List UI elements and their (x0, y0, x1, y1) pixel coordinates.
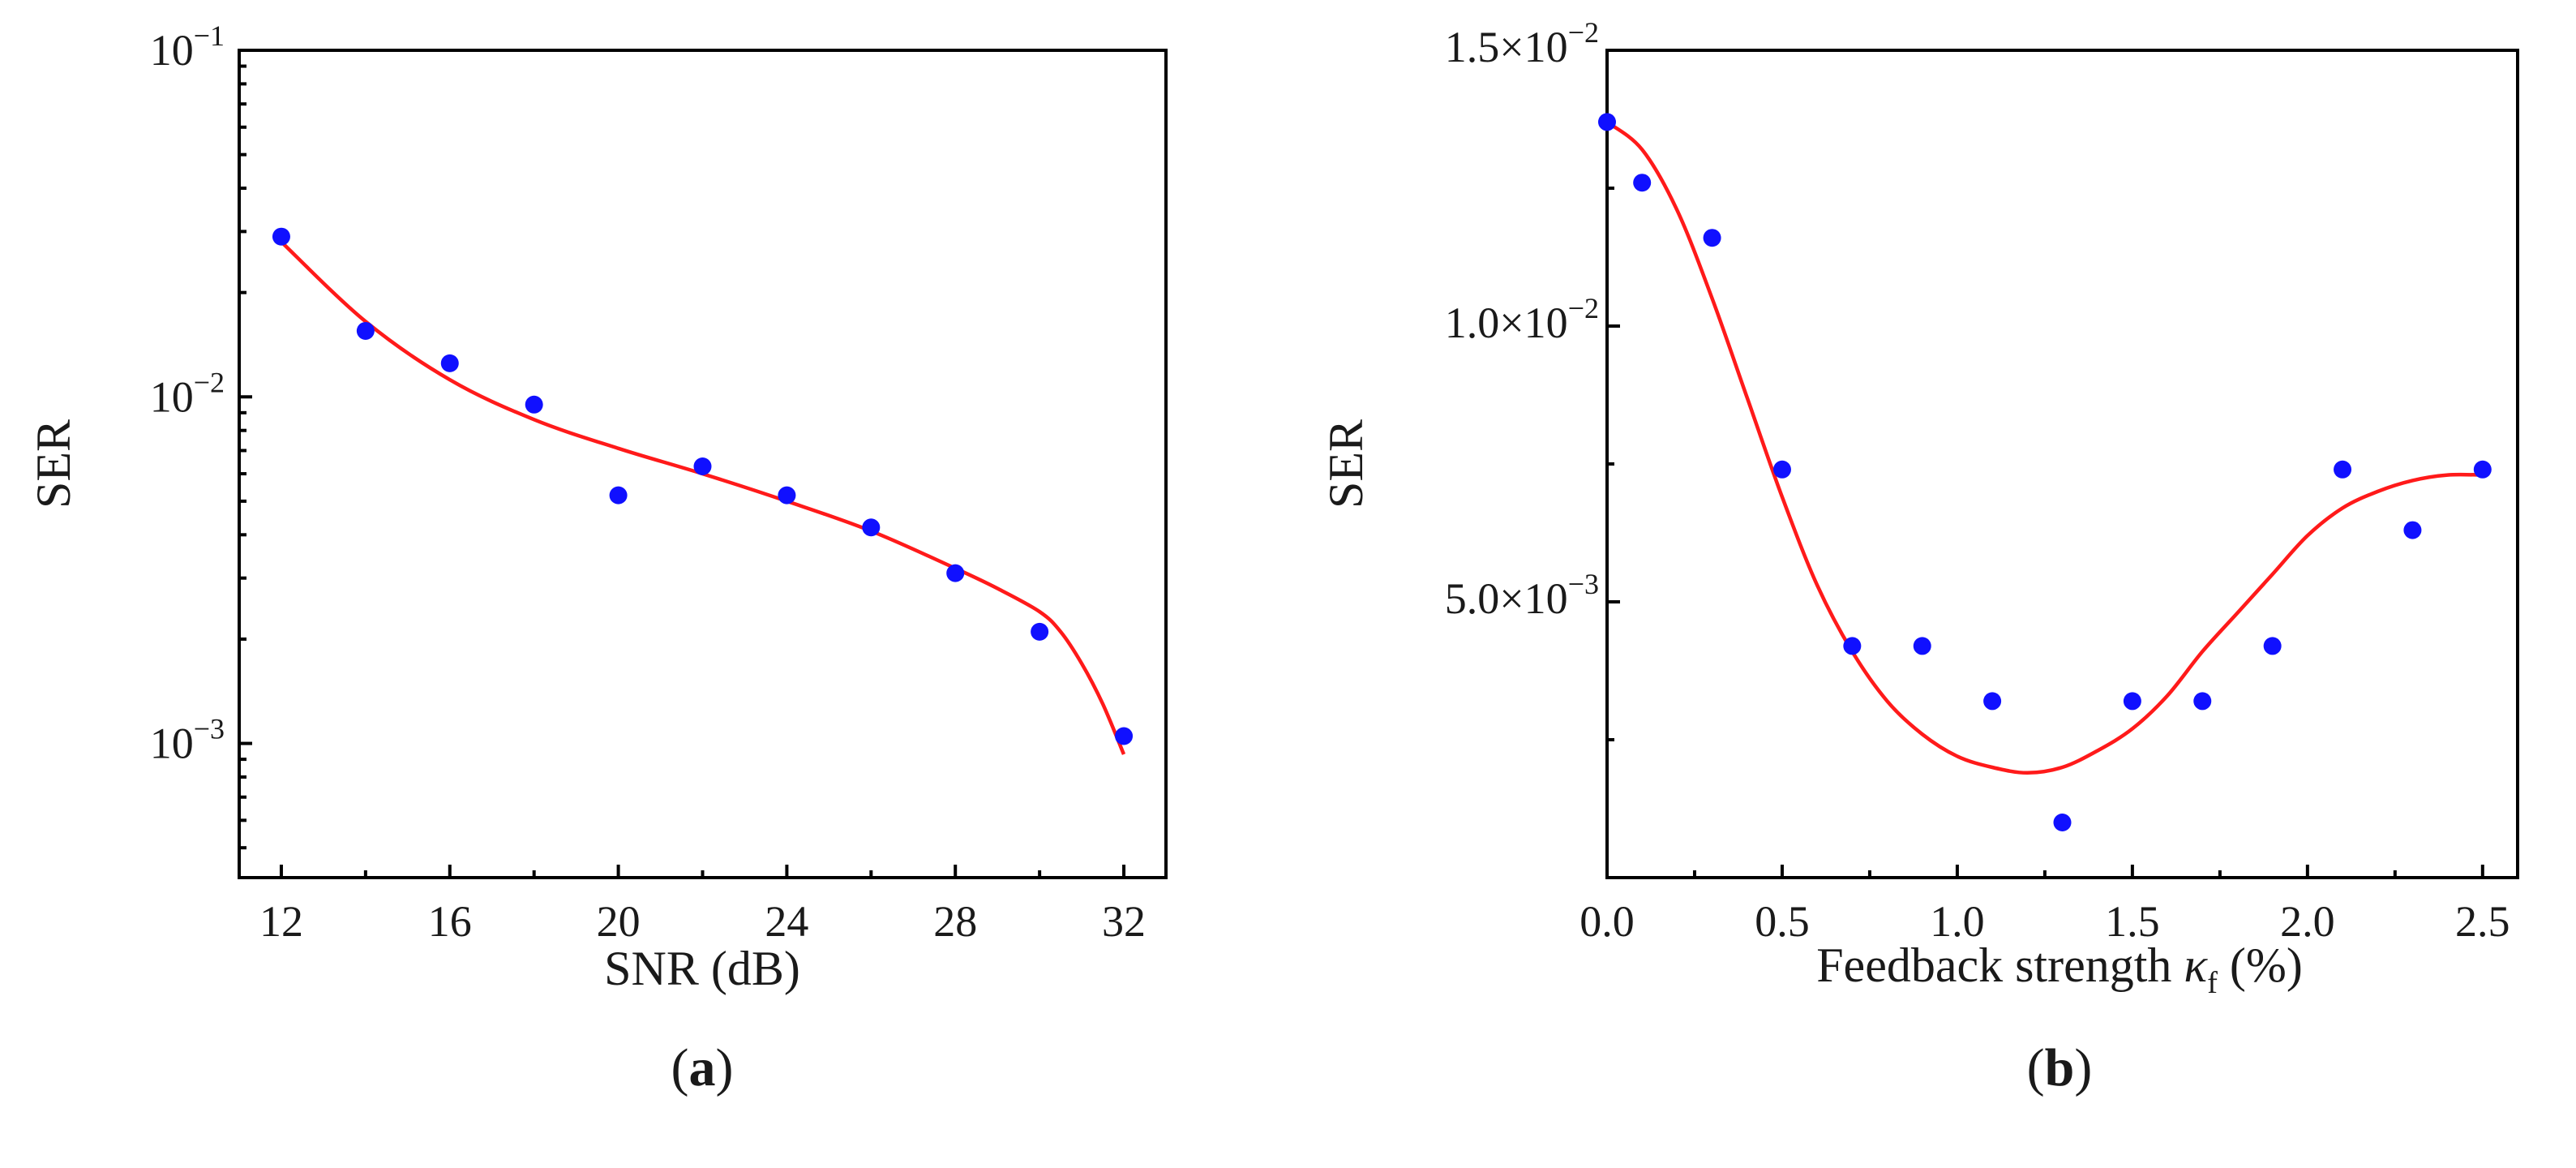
panel-b-data-points (1598, 113, 2492, 831)
x-tick-label: 2.5 (2455, 897, 2510, 946)
panel-a-x-ticks: 12 16 20 24 28 32 (259, 865, 1146, 946)
y-tick-label: 1.0×10−2 (1445, 292, 1599, 347)
data-point (862, 518, 881, 537)
data-point (2263, 637, 2282, 655)
data-point (1772, 460, 1791, 479)
x-tick-label: 0.5 (1755, 897, 1810, 946)
x-tick-label: 24 (765, 897, 808, 946)
panel-b-fit-curve (1605, 120, 2483, 775)
x-tick-label: 28 (933, 897, 977, 946)
x-tick-label: 32 (1102, 897, 1146, 946)
data-point (2334, 460, 2352, 479)
y-tick-label: 5.0×10−3 (1445, 568, 1599, 623)
data-point (778, 486, 796, 505)
panel-b-plot-frame (1605, 49, 2519, 879)
data-point (1115, 727, 1134, 745)
panel-b-y-ticks: 1.5×10−2 1.0×10−2 5.0×10−3 (1445, 16, 1620, 741)
y-tick-label: 10−1 (150, 19, 225, 75)
panel-a: 12 16 20 24 28 32 10−1 10−2 10−3 SNR (dB) SER (… (27, 19, 1168, 1097)
data-point (1633, 174, 1652, 192)
panel-b-x-axis-label: Feedback strength κf (%) (1816, 938, 2303, 1000)
data-point (525, 395, 543, 414)
data-point (1843, 637, 1862, 655)
data-point (693, 457, 712, 476)
data-point (2403, 521, 2422, 539)
data-point (1913, 637, 1931, 655)
x-tick-label: 16 (428, 897, 472, 946)
x-tick-label: 12 (259, 897, 303, 946)
y-tick-label: 10−2 (150, 366, 225, 421)
x-tick-label: 2.0 (2280, 897, 2335, 946)
data-point (2123, 692, 2141, 711)
data-point (1598, 113, 1616, 131)
data-point (2193, 692, 2212, 711)
data-point (609, 486, 628, 505)
data-point (1983, 692, 2002, 711)
panel-a-y-ticks: 10−1 10−2 10−3 (150, 19, 252, 850)
panel-a-caption: (a) (671, 1038, 734, 1097)
panel-a-fit-curve (280, 240, 1126, 755)
data-point (440, 354, 459, 372)
x-tick-label: 0.0 (1579, 897, 1635, 946)
data-point (1703, 229, 1721, 247)
x-tick-label: 20 (597, 897, 641, 946)
y-tick-label: 1.5×10−2 (1445, 16, 1599, 71)
panel-a-y-axis-label: SER (27, 419, 80, 509)
panel-a-x-axis-label: SNR (dB) (604, 942, 800, 995)
panel-b-caption: (b) (2027, 1038, 2093, 1097)
panel-b: 0.0 0.5 1.0 1.5 2.0 2.5 1.5×10−2 1.0×10−2 5.0×1… (1319, 16, 2519, 1097)
data-point (946, 564, 965, 582)
y-tick-label: 10−3 (150, 713, 225, 768)
data-point (356, 321, 375, 340)
x-tick-label: 1.5 (2105, 897, 2160, 946)
data-point (1031, 622, 1049, 641)
x-tick-label: 1.0 (1930, 897, 1985, 946)
data-point (2473, 460, 2492, 479)
panel-a-data-points (272, 227, 1134, 745)
data-point (2053, 814, 2072, 831)
panel-b-x-ticks: 0.0 0.5 1.0 1.5 2.0 2.5 (1579, 865, 2510, 946)
data-point (272, 227, 290, 246)
panel-b-y-axis-label: SER (1319, 419, 1373, 509)
